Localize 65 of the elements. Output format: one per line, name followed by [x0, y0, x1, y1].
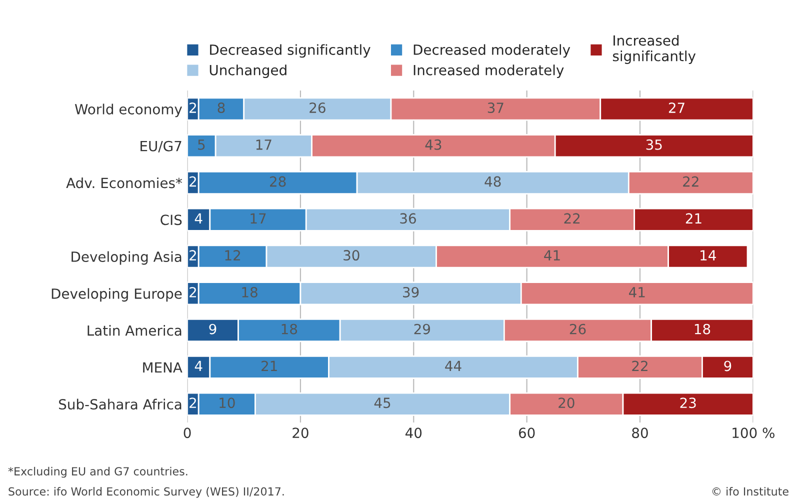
y-tick-label: MENA: [143, 362, 182, 372]
data-label: 20: [558, 398, 574, 408]
text: *Excluding EU and G7 countries.: [8, 466, 188, 478]
x-tick-label: 80: [632, 428, 648, 438]
data-label: 4: [194, 360, 202, 372]
data-label: 4: [194, 213, 202, 224]
y-tick-label: CIS: [160, 214, 182, 226]
data-label: 10: [220, 398, 235, 408]
data-label: 39: [403, 286, 419, 298]
source-note: Source: ifo World Economic Survey (WES) II/2017.: [8, 487, 284, 498]
data-label: 43: [425, 139, 442, 150]
data-label: 22: [683, 176, 698, 187]
x-tick-label: 0: [184, 428, 191, 438]
y-tick-label: EU/G7: [140, 140, 182, 152]
legend-label: Increased moderately: [414, 64, 564, 78]
data-label: 2: [190, 102, 196, 113]
y-tick-label: Sub-Sahara Africa: [59, 398, 182, 410]
y-tick-label: World economy: [74, 104, 182, 118]
x-tick-label: 20: [292, 428, 308, 438]
legend-label: Unchanged: [210, 64, 286, 78]
data-label: 2: [190, 250, 196, 260]
data-label: 22: [632, 360, 648, 372]
data-label: 36: [400, 213, 416, 224]
text: © ifo Institute: [712, 487, 788, 496]
y-tick-label: Developing Europe: [52, 288, 182, 302]
data-label: 45: [374, 398, 390, 408]
data-label: 21: [262, 360, 277, 372]
data-label: 41: [544, 250, 560, 260]
data-label: 26: [570, 324, 586, 334]
legend-label: Decreased significantly: [210, 44, 370, 58]
data-label: 5: [198, 140, 205, 150]
data-label: 17: [256, 140, 272, 150]
data-label: 37: [488, 102, 504, 114]
x-tick-label: 40: [405, 428, 422, 438]
data-label: 21: [686, 213, 702, 224]
data-label: 9: [209, 324, 216, 334]
data-label: 2: [190, 176, 196, 187]
data-label: 26: [310, 102, 326, 114]
y-tick-label: Developing Asia: [72, 251, 182, 265]
legend-label: Increased significantly: [612, 34, 696, 64]
data-label: 17: [250, 213, 266, 224]
data-label: 28: [270, 176, 286, 187]
y-tick-label: Latin America: [88, 325, 182, 336]
data-label: 2: [190, 398, 196, 408]
data-label: 27: [668, 102, 684, 113]
data-label: 48: [484, 176, 501, 187]
legend-label: Decreased moderately: [414, 44, 570, 58]
data-label: 41: [629, 287, 645, 298]
y-tick-label: Adv. Economies*: [66, 177, 182, 188]
data-label: 8: [218, 102, 225, 114]
data-label: 18: [242, 286, 258, 298]
data-label: 23: [680, 398, 696, 408]
data-label: 12: [225, 250, 240, 260]
x-tick-label: 60: [518, 428, 535, 438]
data-label: 30: [344, 250, 360, 261]
data-label: 14: [700, 250, 716, 260]
data-label: 2: [190, 286, 196, 298]
data-label: 18: [694, 324, 710, 334]
data-label: 9: [724, 360, 732, 372]
x-tick-label: 100 %: [732, 428, 774, 438]
data-label: 44: [445, 360, 462, 372]
data-label: 22: [564, 213, 580, 224]
data-label: 35: [646, 139, 662, 150]
data-label: 29: [414, 324, 430, 334]
data-label: 18: [282, 324, 298, 334]
